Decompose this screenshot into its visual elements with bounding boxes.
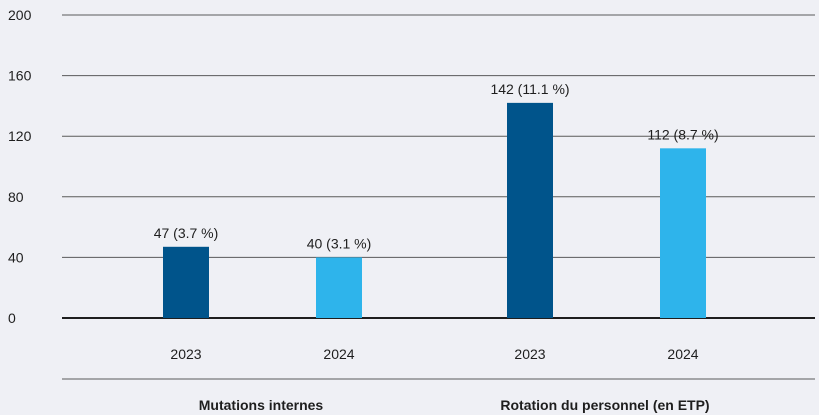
y-tick-label: 40 bbox=[8, 249, 24, 265]
y-tick-label: 200 bbox=[8, 7, 32, 23]
bar-mutations-2024 bbox=[316, 257, 362, 318]
group-label: Rotation du personnel (en ETP) bbox=[500, 397, 709, 413]
bar-mutations-2023 bbox=[163, 246, 209, 318]
bar-data-label: 142 (11.1 %) bbox=[490, 81, 569, 97]
x-category-label: 2023 bbox=[170, 346, 201, 362]
bar-data-label: 47 (3.7 %) bbox=[154, 225, 219, 241]
group-label: Mutations internes bbox=[199, 397, 324, 413]
y-tick-label: 80 bbox=[8, 189, 24, 205]
bar-rotation-2024 bbox=[660, 148, 706, 318]
bar-data-label: 112 (8.7 %) bbox=[647, 126, 718, 142]
data-labels: 47 (3.7 %) 40 (3.1 %) 142 (11.1 %) 112 (8.7… bbox=[154, 81, 719, 252]
x-axis-categories: 2023 2024 2023 2024 bbox=[170, 346, 698, 362]
y-tick-label: 0 bbox=[8, 310, 16, 326]
x-category-label: 2024 bbox=[667, 346, 698, 362]
x-category-label: 2024 bbox=[323, 346, 354, 362]
bar-rotation-2023 bbox=[507, 102, 553, 319]
group-labels: Mutations internes Rotation du personnel … bbox=[199, 397, 710, 413]
y-axis-ticks: 0 40 80 120 160 200 bbox=[8, 7, 32, 326]
y-tick-label: 160 bbox=[8, 68, 32, 84]
y-tick-label: 120 bbox=[8, 128, 32, 144]
bars bbox=[163, 102, 706, 319]
bar-data-label: 40 (3.1 %) bbox=[307, 235, 372, 251]
x-category-label: 2023 bbox=[514, 346, 545, 362]
